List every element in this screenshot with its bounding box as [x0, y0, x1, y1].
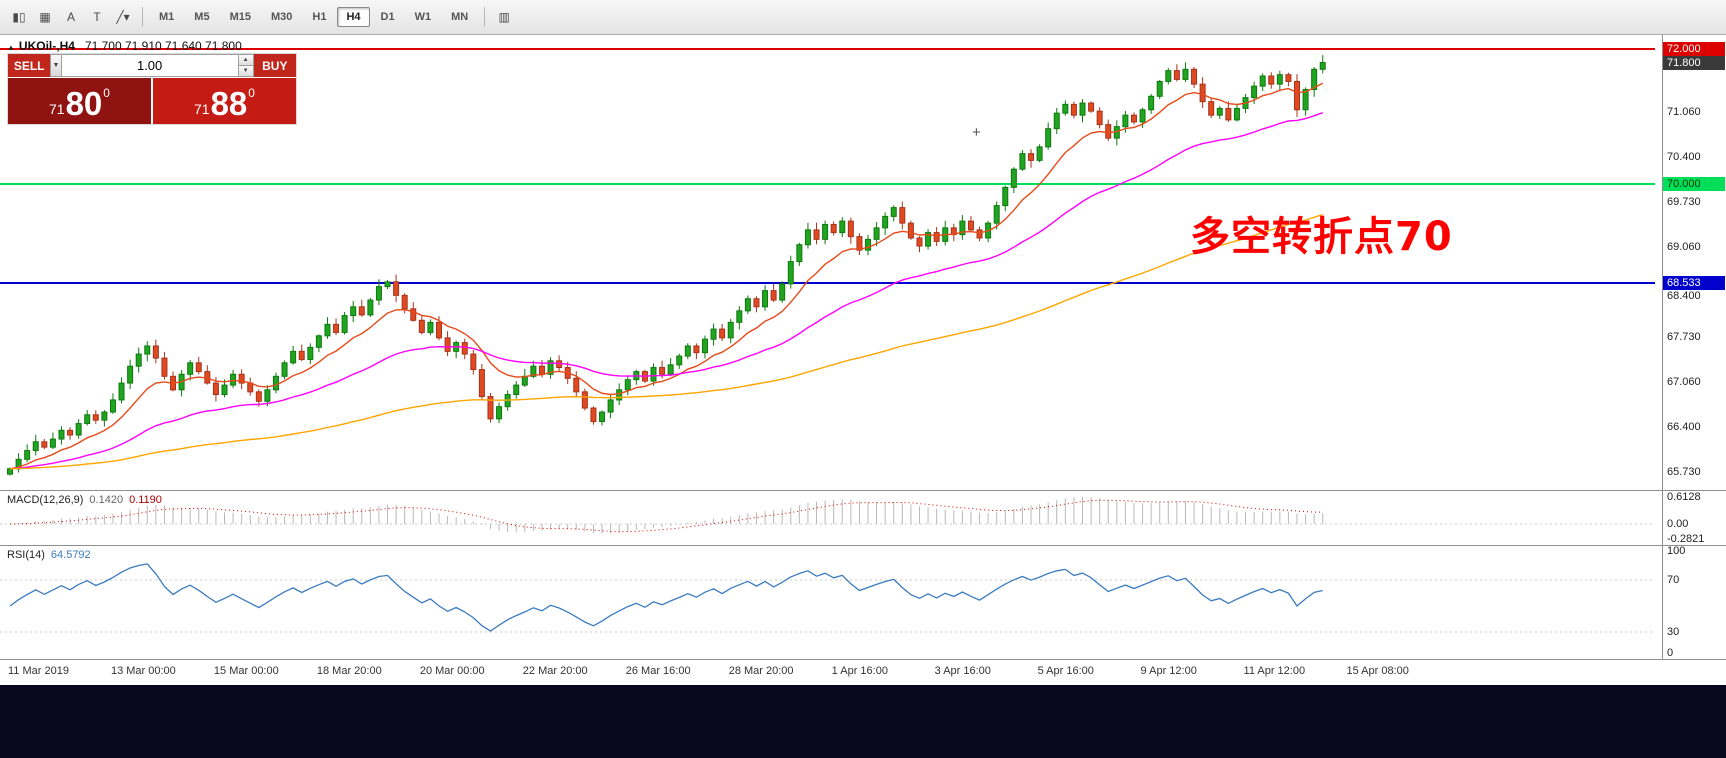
volume-input[interactable]: [61, 55, 238, 76]
macd-axis-label: -0.2821: [1667, 533, 1705, 545]
macd-main-value: 0.1420: [89, 494, 124, 506]
time-axis-label: 22 Mar 20:00: [522, 665, 588, 677]
sell-price-dec: 80: [65, 85, 103, 123]
price-tag-70.000: 70.000: [1663, 177, 1725, 191]
time-axis-label: 15 Apr 08:00: [1346, 665, 1409, 677]
macd-label: MACD(12,26,9) 0.1420 0.1190: [7, 494, 162, 506]
draw-tools-icon[interactable]: ╱▾: [116, 10, 130, 24]
label-tool-icon[interactable]: T: [93, 10, 101, 24]
time-axis-label: 9 Apr 12:00: [1140, 665, 1197, 677]
timeframe-button-h1[interactable]: H1: [312, 11, 327, 23]
price-axis-label: 67.060: [1667, 376, 1701, 389]
toolbar-separator: [142, 7, 143, 27]
sell-price-int: 71: [49, 101, 65, 117]
text-tool-icon[interactable]: A: [66, 10, 75, 24]
chart-annotation: 多空转折点70: [1190, 214, 1453, 260]
timeframe-group: M1 M5 M15 M30 H1 H4 D1 W1 MN: [149, 7, 478, 27]
price-tag-71.800: 71.800: [1663, 55, 1725, 70]
panel-separator[interactable]: [0, 490, 1726, 491]
macd-axis-label: 0.00: [1667, 518, 1689, 530]
time-axis-label: 5 Apr 16:00: [1037, 665, 1094, 677]
volume-up-icon[interactable]: ▲: [238, 55, 253, 66]
price-axis-label: 70.400: [1667, 151, 1701, 163]
collapse-icon[interactable]: ▲: [7, 43, 15, 52]
crosshair-mark: +: [972, 124, 981, 141]
price-axis-label: 69.060: [1667, 241, 1701, 254]
chart-tools-group: ▮▯ ▦ A T ╱▾: [6, 5, 136, 29]
sell-button[interactable]: SELL: [8, 54, 51, 77]
toolbar-separator: [484, 7, 486, 27]
time-axis-label: 3 Apr 16:00: [934, 665, 991, 677]
chart-title: ▲ UKOil-,H4 71.700 71.910 71.640 71.800: [7, 39, 242, 53]
rsi-label: RSI(14) 64.5792: [7, 549, 91, 561]
panel-separator[interactable]: [0, 545, 1726, 546]
rsi-axis-label: 0: [1667, 647, 1674, 659]
price-axis-label: 71.060: [1667, 106, 1701, 119]
top-toolbar: ▮▯ ▦ A T ╱▾ M1 M5 M15 M30 H1 H4 D1 W1 MN ▥: [0, 0, 1726, 35]
volume-down-icon[interactable]: ▼: [238, 66, 253, 76]
time-axis-label: 18 Mar 20:00: [316, 665, 382, 677]
buy-price-pip: 0: [248, 86, 255, 100]
timeframe-button-h4[interactable]: H4: [337, 7, 370, 27]
time-axis-label: 11 Mar 2019: [8, 665, 69, 677]
bottom-bar: [0, 685, 1726, 758]
panel-separator[interactable]: [0, 659, 1726, 660]
grid-icon[interactable]: ▦: [39, 10, 51, 24]
timeframe-button-m1[interactable]: M1: [159, 11, 175, 23]
time-axis-label: 1 Apr 16:00: [831, 665, 888, 677]
volume-dropdown-icon[interactable]: ▼: [50, 54, 62, 77]
price-axis-label: 68.400: [1667, 290, 1701, 302]
rsi-axis-label: 100: [1667, 545, 1686, 557]
rsi-value: 64.5792: [50, 549, 91, 561]
sell-price-pip: 0: [103, 86, 110, 100]
time-axis-label: 26 Mar 16:00: [625, 665, 691, 677]
buy-button[interactable]: BUY: [253, 54, 296, 77]
rsi-axis-label: 70: [1667, 574, 1680, 586]
timeframe-button-d1[interactable]: D1: [380, 11, 395, 23]
buy-price-int: 71: [194, 101, 210, 117]
price-axis-label: 69.730: [1667, 196, 1701, 209]
time-axis: 11 Mar 2019 13 Mar 00:00 15 Mar 00:00 18 Ma…: [0, 660, 1726, 685]
time-axis-label: 13 Mar 00:00: [110, 665, 176, 677]
timeframe-button-m15[interactable]: M15: [229, 11, 251, 23]
time-axis-label: 15 Mar 00:00: [213, 665, 279, 677]
indicator-window-icon[interactable]: ▥: [498, 10, 510, 24]
time-axis-label: 20 Mar 00:00: [419, 665, 485, 677]
sell-price-button[interactable]: 71 80 0: [8, 78, 151, 124]
candlestick-chart-icon[interactable]: ▮▯: [12, 10, 26, 24]
time-axis-label: 28 Mar 20:00: [728, 665, 794, 677]
timeframe-button-m30[interactable]: M30: [270, 11, 293, 23]
timeframe-button-mn[interactable]: MN: [451, 11, 469, 23]
macd-signal-value: 0.1190: [129, 494, 162, 506]
timeframe-button-m5[interactable]: M5: [194, 11, 210, 23]
price-tag-72.000: 72.000: [1663, 42, 1725, 57]
time-axis-label: 11 Apr 12:00: [1243, 665, 1306, 677]
price-axis-border: [1662, 35, 1663, 659]
price-tag-68.533: 68.533: [1663, 275, 1725, 290]
price-axis-label: 66.400: [1667, 420, 1701, 433]
ohlc-values: 71.700 71.910 71.640 71.800: [84, 39, 242, 53]
buy-price-button[interactable]: 71 88 0: [153, 78, 296, 124]
timeframe-button-w1[interactable]: W1: [414, 11, 432, 23]
rsi-axis-label: 30: [1667, 626, 1680, 638]
macd-axis-label: 0.6128: [1667, 491, 1701, 503]
price-axis-label: 65.730: [1667, 466, 1701, 479]
buy-price-dec: 88: [210, 85, 248, 123]
price-axis-label: 67.730: [1667, 331, 1701, 344]
